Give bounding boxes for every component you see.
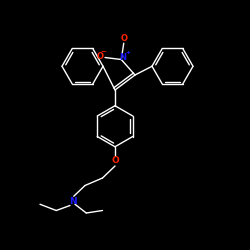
Text: O: O xyxy=(120,34,127,43)
Text: N: N xyxy=(69,197,76,206)
Text: N: N xyxy=(120,53,126,62)
Text: −: − xyxy=(100,49,106,55)
Text: O: O xyxy=(97,52,104,61)
Text: +: + xyxy=(126,50,131,55)
Text: O: O xyxy=(111,156,119,165)
